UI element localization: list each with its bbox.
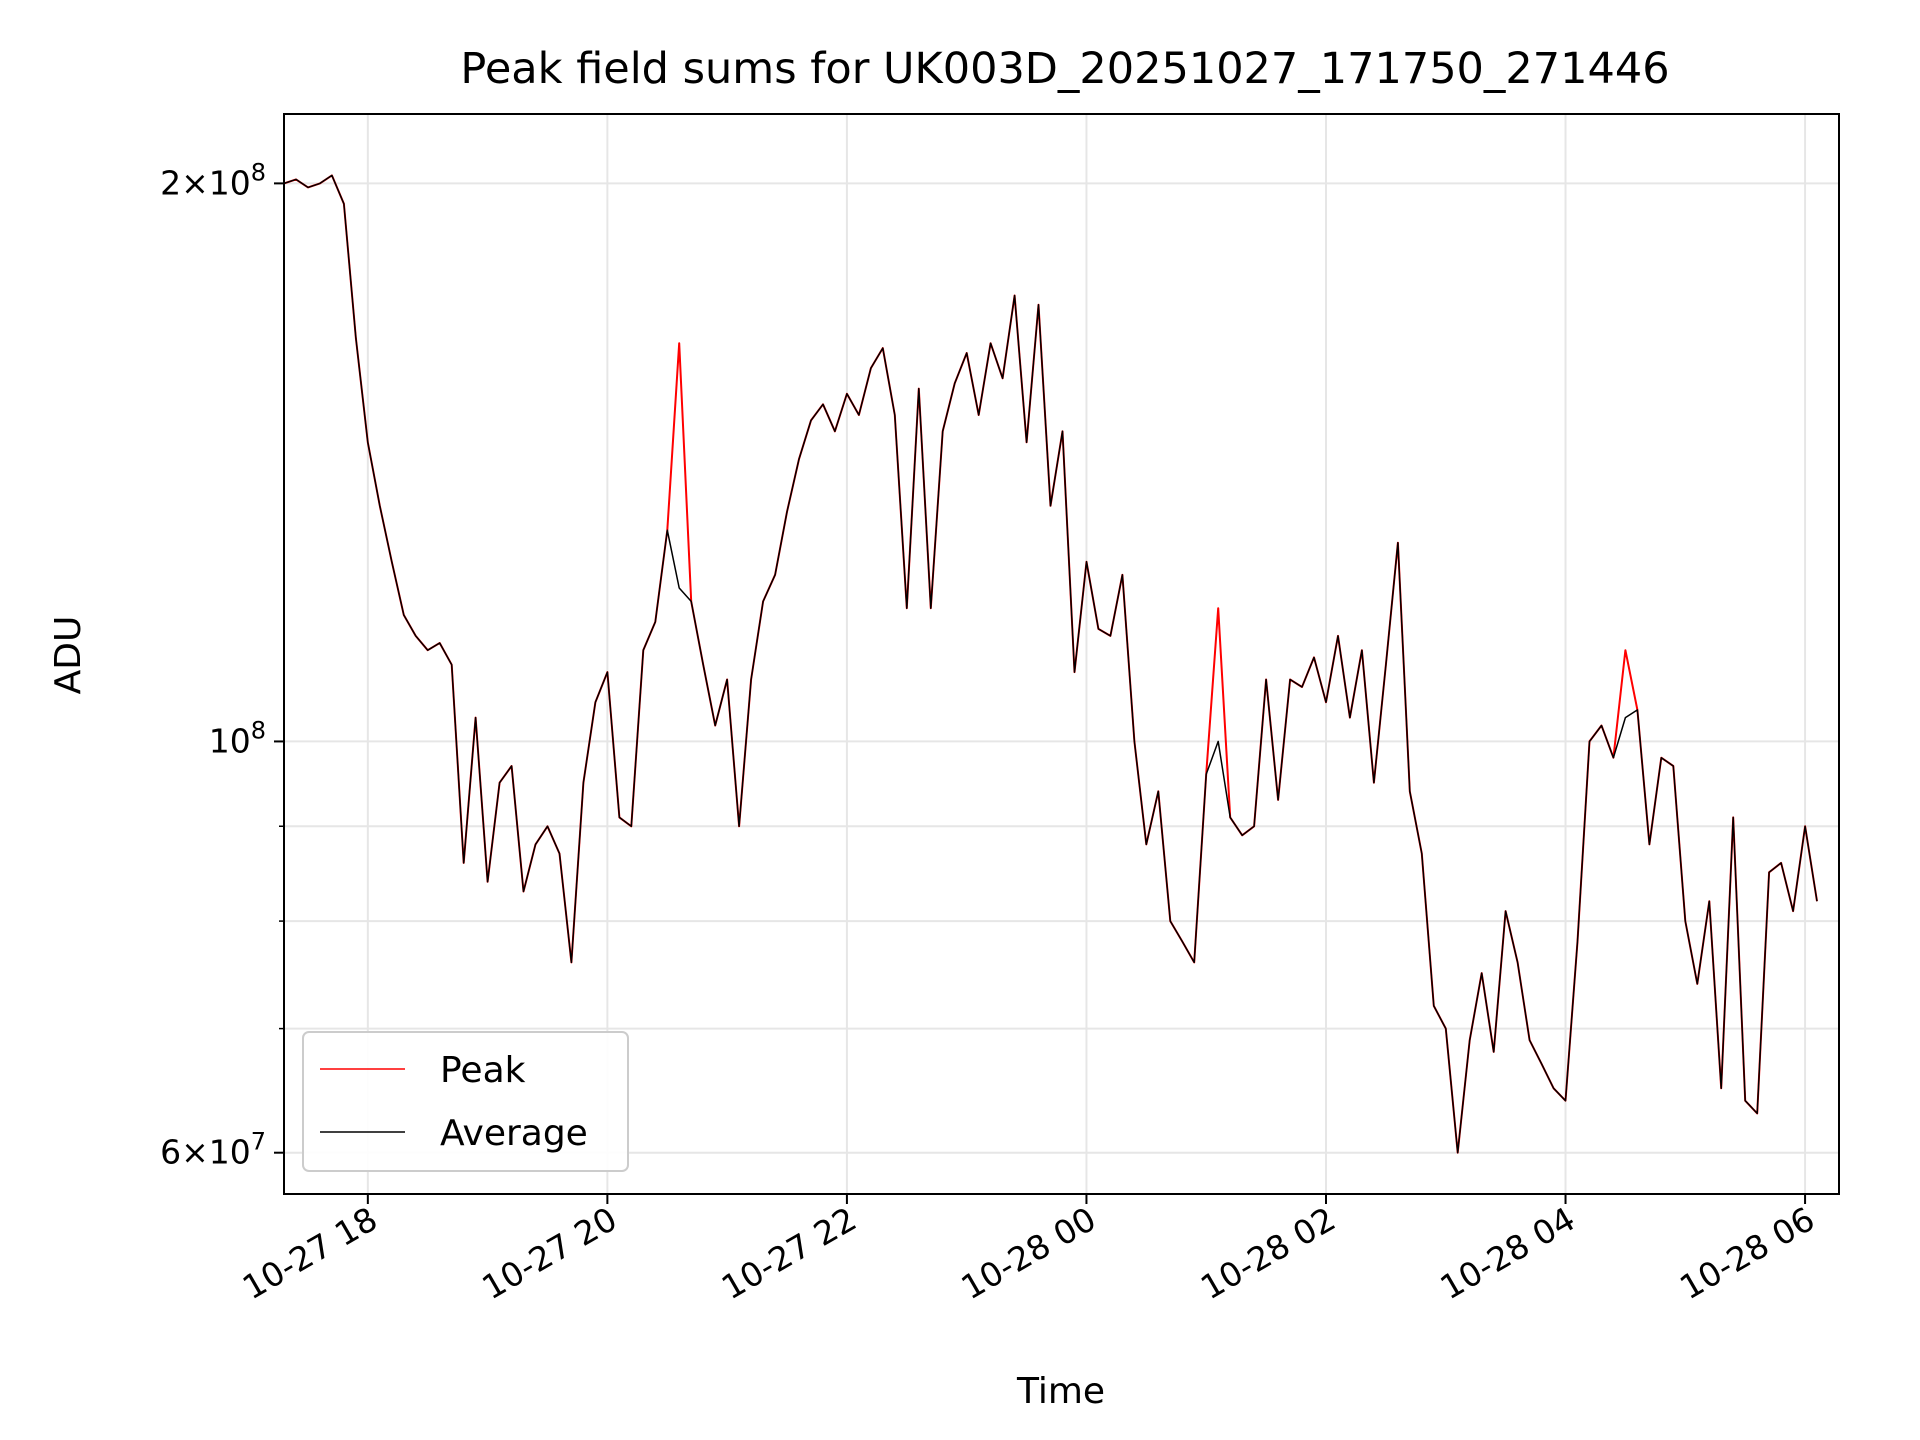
series-layer bbox=[284, 174, 1818, 1154]
legend-box bbox=[302, 1031, 629, 1172]
legend-label-peak: Peak bbox=[440, 1050, 526, 1091]
y-axis-label: ADU bbox=[48, 616, 89, 695]
chart-title: Peak field sums for UK003D_20251027_1717… bbox=[460, 44, 1669, 94]
x-axis-label: Time bbox=[1016, 1371, 1105, 1412]
y-tick-label: 108 bbox=[209, 716, 266, 760]
legend-label-average: Average bbox=[440, 1113, 588, 1154]
series-line-average bbox=[284, 174, 1818, 1154]
grid-lines bbox=[284, 114, 1839, 1194]
y-tick-label: 6×107 bbox=[160, 1128, 266, 1172]
plot-area bbox=[283, 113, 1840, 1195]
legend: Peak Average bbox=[302, 1031, 629, 1172]
y-axis: 2×108 108 6×107 bbox=[160, 158, 284, 1172]
y-tick-label: 2×108 bbox=[160, 158, 266, 202]
